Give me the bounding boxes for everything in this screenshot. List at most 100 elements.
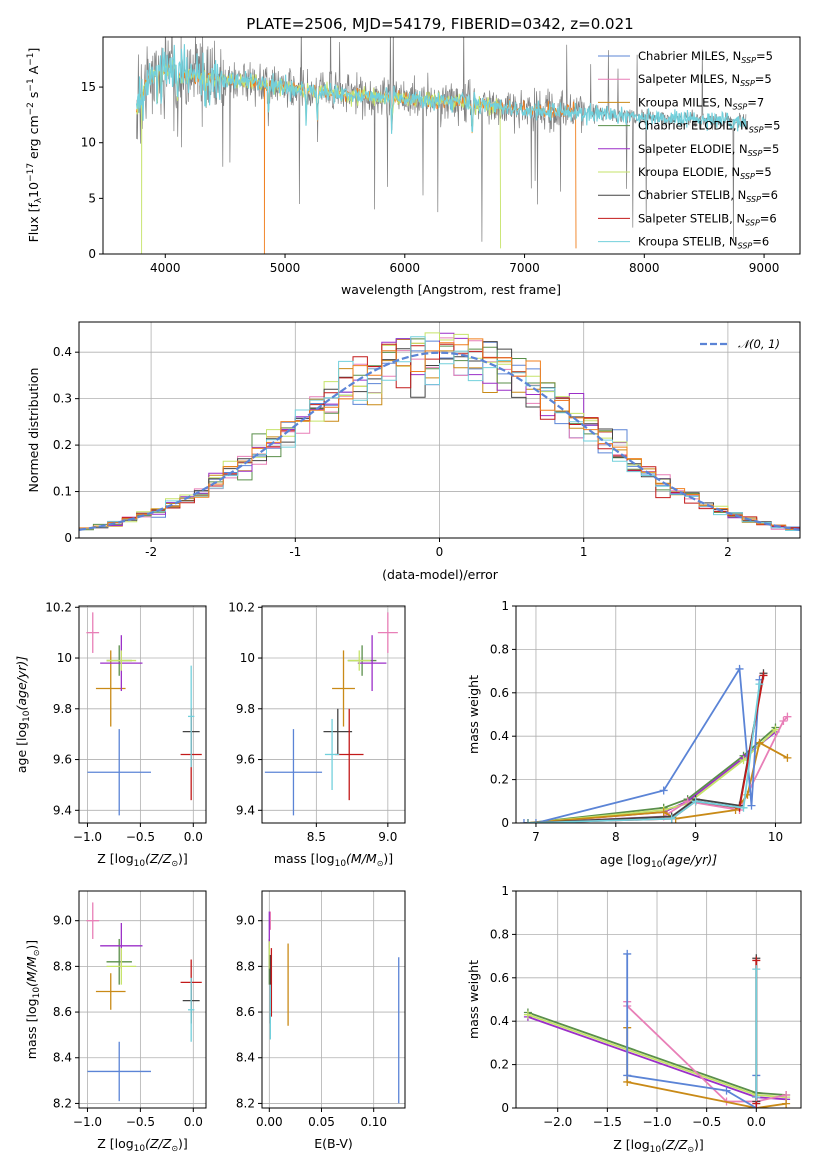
y-tick-label: 0.4 xyxy=(490,1014,509,1028)
y-axis-label: mass weight xyxy=(466,960,481,1039)
x-tick-label: -1 xyxy=(289,545,301,559)
x-axis-label: Z [log10(Z/Z⊙)] xyxy=(97,1136,188,1154)
axes-frame xyxy=(78,890,207,1109)
x-tick-label: −0.5 xyxy=(126,1115,155,1129)
legend-entry: Chabrier STELIB, NSSP=6 xyxy=(638,188,778,204)
y-axis-label: Flux [fλ10−17 erg cm−2 s−1 A−1] xyxy=(26,48,44,243)
x-tick-label: 8 xyxy=(612,830,620,844)
age-vs-metallicity-panel: −1.0 −0.5 0.0 9.4 9.6 9.8 10 10.2 Z [log10(Z/Z⊙)… xyxy=(14,600,207,869)
weight-series xyxy=(527,683,761,823)
y-tick-label: 0.3 xyxy=(53,392,72,406)
figure-title: PLATE=2506, MJD=54179, FIBERID=0342, z=0… xyxy=(246,15,633,33)
x-tick-label: −0.5 xyxy=(692,1115,721,1129)
weight-marker xyxy=(759,671,768,680)
plot-area xyxy=(264,612,398,816)
y-tick-label: 0.1 xyxy=(53,485,72,499)
y-tick-label: 8.6 xyxy=(53,1005,72,1019)
y-tick-label: 15 xyxy=(81,80,96,94)
weight-marker xyxy=(782,1099,791,1108)
legend-entry: Salpeter MILES, NSSP=5 xyxy=(638,72,772,88)
weight-series xyxy=(527,673,765,823)
y-tick-label: 0 xyxy=(88,247,96,261)
y-tick-label: 9.6 xyxy=(53,753,72,767)
stelib-model-spectrum xyxy=(135,44,747,134)
x-tick-label: 4000 xyxy=(150,261,181,275)
y-tick-label: 10 xyxy=(57,651,72,665)
weight-marker xyxy=(783,712,792,721)
y-tick-label: 8.2 xyxy=(53,1096,72,1110)
spectrum-panel: 4000 5000 6000 7000 8000 9000 0 5 10 15 wavelength… xyxy=(26,36,801,297)
weight-marker xyxy=(722,1086,731,1095)
weight-marker xyxy=(623,949,632,958)
weight-marker xyxy=(531,819,540,823)
weight-marker xyxy=(755,738,764,747)
histogram-series xyxy=(79,338,800,530)
x-tick-label: 0.10 xyxy=(360,1115,387,1129)
y-tick-label: 0 xyxy=(501,816,509,830)
mass-vs-extinction-panel: 0.00 0.05 0.10 8.2 8.4 8.6 8.8 9.0 E(B-V) xyxy=(236,890,406,1151)
y-axis-label: mass [log10(M/M⊙)] xyxy=(24,940,42,1059)
x-axis-label: E(B-V) xyxy=(314,1136,353,1151)
y-tick-label: 0.8 xyxy=(490,642,509,656)
weight-marker xyxy=(659,786,668,795)
legend-entry: Kroupa STELIB, NSSP=6 xyxy=(638,235,769,251)
weight-marker xyxy=(691,797,700,806)
axes-frame xyxy=(515,605,802,824)
y-tick-label: 10.2 xyxy=(45,600,72,614)
plot-area xyxy=(135,37,747,254)
axes-frame xyxy=(261,890,406,1109)
weight-marker xyxy=(747,801,756,810)
x-tick-label: 1 xyxy=(580,545,588,559)
y-tick-label: 9.6 xyxy=(236,753,255,767)
y-tick-label: 8.4 xyxy=(53,1051,72,1065)
x-tick-label: −2.0 xyxy=(543,1115,572,1129)
legend-entry: Salpeter STELIB, NSSP=6 xyxy=(638,211,777,227)
legend-entry: Chabrier ELODIE, NSSP=5 xyxy=(638,119,780,135)
plot-area xyxy=(519,664,792,823)
x-tick-label: −1.5 xyxy=(593,1115,622,1129)
x-axis-label: wavelength [Angstrom, rest frame] xyxy=(341,282,561,297)
weight-marker xyxy=(667,814,676,823)
x-tick-label: 0.00 xyxy=(256,1115,283,1129)
legend-entry: 𝒩(0, 1) xyxy=(738,337,780,351)
y-tick-label: 8.8 xyxy=(53,959,72,973)
x-axis-label: Z [log10(Z/Z⊙)] xyxy=(97,851,188,869)
x-tick-label: -2 xyxy=(145,545,157,559)
plot-area xyxy=(79,332,800,531)
weight-marker xyxy=(623,1071,632,1080)
normal-curve xyxy=(79,351,800,531)
weight-series xyxy=(524,666,761,823)
y-tick-label: 0 xyxy=(64,531,72,545)
x-tick-label: 0.05 xyxy=(308,1115,335,1129)
axes-frame xyxy=(78,605,207,824)
weight-marker xyxy=(735,664,744,673)
mass-weight-vs-metallicity-panel: −2.0 −1.5 −1.0 −0.5 0.0 0 0.2 0.4 0.6 0.8 1 Z [log1… xyxy=(466,884,802,1155)
legend-entry: Kroupa ELODIE, NSSP=5 xyxy=(638,165,772,181)
y-tick-label: 10.2 xyxy=(228,600,255,614)
y-tick-label: 0.8 xyxy=(490,927,509,941)
histogram-series xyxy=(79,336,800,531)
x-tick-label: 5000 xyxy=(270,261,301,275)
x-tick-label: 10 xyxy=(768,830,783,844)
y-tick-label: 0 xyxy=(501,1101,509,1115)
plot-area xyxy=(86,902,202,1102)
y-tick-label: 8.6 xyxy=(236,1005,255,1019)
x-tick-label: 9 xyxy=(692,830,700,844)
y-tick-label: 9.8 xyxy=(236,702,255,716)
legend-entry: Salpeter ELODIE, NSSP=5 xyxy=(638,142,779,158)
y-tick-label: 0.4 xyxy=(53,345,72,359)
y-axis-label: age [log10(age/yr)] xyxy=(14,656,32,773)
y-tick-label: 9.0 xyxy=(53,914,72,928)
x-tick-label: −1.0 xyxy=(642,1115,671,1129)
y-axis-label: mass weight xyxy=(466,675,481,754)
weight-marker xyxy=(739,803,748,812)
weight-marker xyxy=(659,808,668,817)
y-tick-label: 0.2 xyxy=(53,438,72,452)
x-tick-label: 9000 xyxy=(749,261,780,275)
x-tick-label: 0.0 xyxy=(184,830,203,844)
x-tick-label: 0.0 xyxy=(184,1115,203,1129)
weight-series xyxy=(527,726,777,823)
x-tick-label: 0.0 xyxy=(747,1115,766,1129)
spectrum-legend: Chabrier MILES, NSSP=5 Salpeter MILES, NS… xyxy=(598,49,780,251)
